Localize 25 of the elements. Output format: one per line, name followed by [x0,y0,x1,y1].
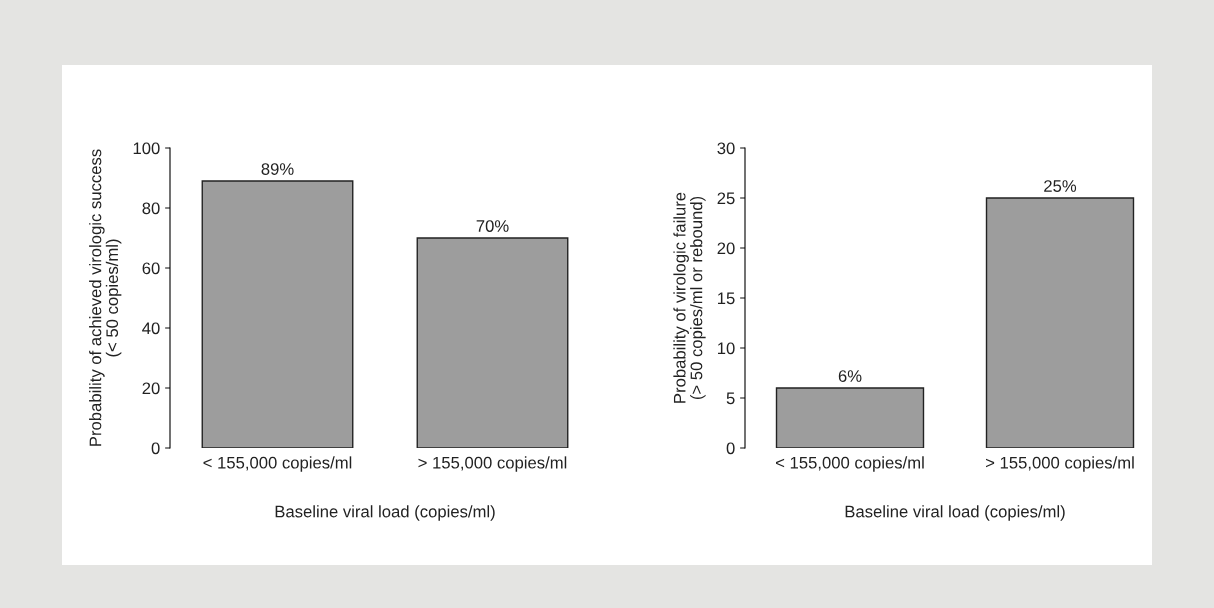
y-tick-label: 20 [142,382,160,395]
y-tick-label: 15 [718,292,735,305]
x-axis-title: Baseline viral load (copies/ml) [275,505,495,521]
y-tick-label: 20 [717,242,735,255]
y-tick-label: 100 [133,142,160,155]
data-label: 89% [261,163,294,175]
x-tick-label: > 155,000 copies/ml [986,456,1134,472]
y-tick-label: 30 [717,142,735,155]
y-tick-label: 0 [726,442,735,455]
x-axis-title: Baseline viral load (copies/ml) [845,505,1065,521]
y-tick-label: 5 [726,392,735,405]
y-tick-label: 80 [142,202,160,215]
x-tick-label: < 155,000 copies/ml [776,456,924,472]
y-axis-title: Probability of achieved virologic success (< 50 copies/ml) [89,149,122,446]
y-tick-label: 60 [142,262,160,275]
y-tick-label: 25 [717,192,735,205]
x-tick-label: < 155,000 copies/ml [203,456,352,472]
y-tick-label: 40 [142,322,160,335]
y-tick-label: 0 [151,442,160,455]
y-axis-title: Probability of virologic failure (> 50 copies/ml or rebound) [673,192,706,403]
y-tick-label: 10 [718,342,735,355]
data-label: 70% [476,220,509,232]
x-tick-label: > 155,000 copies/ml [418,456,567,472]
data-label: 6% [838,370,862,382]
data-label: 25% [1044,180,1077,192]
